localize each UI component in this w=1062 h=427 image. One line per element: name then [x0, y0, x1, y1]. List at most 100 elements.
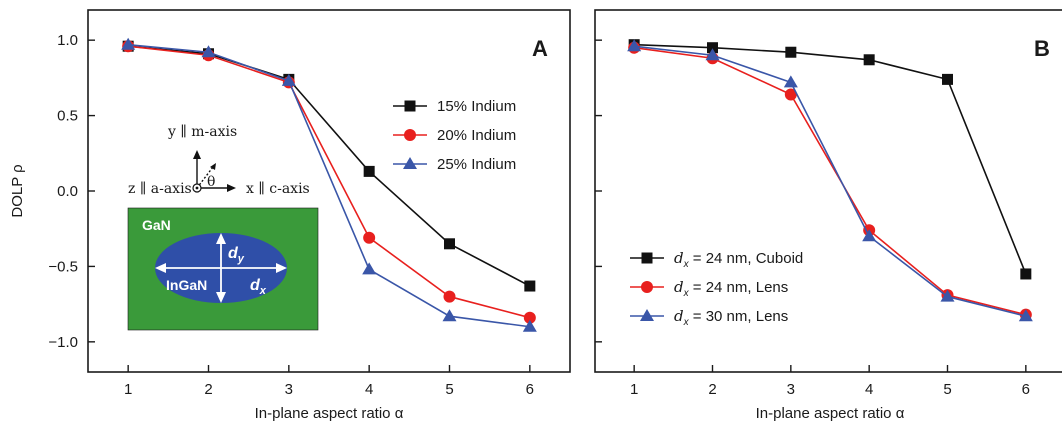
inset-theta-label: θ — [207, 174, 215, 190]
legend-label: 20% Indium — [437, 127, 516, 144]
inset-y-axis-label: y ∥ m-axis — [167, 124, 237, 140]
panel-a-legend: 15% Indium 20% Indium 25% Indium — [393, 98, 516, 173]
x-tick-label: 6 — [526, 381, 534, 398]
data-point — [522, 319, 537, 332]
data-point — [523, 311, 536, 324]
inset-dy-arrowhead-top — [216, 233, 226, 244]
data-point — [783, 75, 798, 88]
inset-theta-arrowhead — [210, 163, 216, 170]
data-point — [524, 280, 536, 292]
inset-z-symbol-inner — [195, 186, 199, 190]
inset-dy-subscript: y — [237, 253, 245, 265]
data-point — [785, 46, 797, 58]
x-tick-label: 2 — [204, 381, 212, 398]
panel-b-series — [627, 39, 1033, 322]
legend-rest: = 30 nm, Lens — [689, 308, 789, 325]
legend-marker — [404, 100, 416, 112]
y-tick-label: 0.5 — [57, 108, 78, 125]
y-tick-label: 0.0 — [57, 183, 78, 200]
y-tick-label: 1.0 — [57, 32, 78, 49]
panel-b-letter: B — [1034, 36, 1050, 61]
data-point — [862, 229, 877, 242]
data-point — [707, 42, 718, 54]
data-point — [121, 37, 136, 50]
legend-rest: = 24 nm, Lens — [689, 279, 789, 296]
data-point — [1018, 309, 1033, 322]
series-line-2 — [128, 45, 531, 319]
legend-label: dx = 30 nm, Lens — [674, 307, 788, 328]
inset-crystal-axes: θ y ∥ m-axis z ∥ a-axis x ∥ c-axis — [128, 124, 310, 197]
data-point — [363, 165, 375, 177]
panel-a: A 1 2 3 4 5 6 1.0 0.5 0.0 −0.5 −1.0 DOLP ρ In-plan… — [9, 9, 571, 422]
series-line-2 — [634, 46, 1027, 316]
legend-var-sub: x — [683, 317, 690, 328]
legend-var-sub: x — [683, 259, 690, 270]
series-line-3 — [634, 45, 1027, 317]
legend-var: d — [674, 249, 684, 267]
inset-dy-arrowhead-bottom — [216, 292, 226, 303]
inset-gan-label: GaN — [142, 217, 171, 233]
panel-a-letter: A — [532, 36, 548, 61]
data-point — [942, 73, 953, 85]
inset-dx-subscript: x — [259, 285, 267, 297]
panel-a-tick-labels: 1 2 3 4 5 6 1.0 0.5 0.0 −0.5 −1.0 — [48, 32, 534, 398]
series-line-1 — [128, 45, 531, 287]
legend-var: d — [674, 307, 684, 325]
panel-a-series — [121, 37, 537, 332]
inset-x-arrowhead — [227, 184, 236, 192]
inset-dx-arrowhead-right — [276, 263, 287, 273]
x-tick-label: 2 — [708, 381, 716, 398]
inset-y-arrowhead — [193, 150, 201, 159]
legend-marker — [403, 157, 417, 169]
panel-b-ticks — [595, 39, 1027, 372]
y-tick-label: −1.0 — [48, 334, 78, 351]
data-point — [442, 309, 457, 322]
inset-quantum-dot-schematic: GaN InGaN dy dx — [127, 207, 319, 331]
x-tick-label: 3 — [285, 381, 293, 398]
x-tick-label: 6 — [1022, 381, 1030, 398]
x-tick-label: 5 — [943, 381, 951, 398]
legend-marker — [640, 309, 654, 321]
data-point — [627, 39, 642, 52]
inset-dx-letter: d — [250, 277, 261, 294]
legend-marker — [641, 252, 653, 264]
legend-label: 15% Indium — [437, 98, 516, 115]
inset-x-axis-label: x ∥ c-axis — [246, 181, 310, 197]
x-tick-label: 4 — [865, 381, 873, 398]
y-tick-label: −0.5 — [48, 258, 78, 275]
x-tick-label: 3 — [787, 381, 795, 398]
legend-var-sub: x — [683, 288, 690, 299]
legend-marker — [641, 281, 653, 293]
legend-label: dx = 24 nm, Cuboid — [674, 249, 803, 270]
data-point — [863, 54, 875, 66]
inset-dy-letter: d — [228, 245, 239, 262]
data-point — [705, 48, 720, 61]
x-tick-label: 1 — [630, 381, 638, 398]
legend-rest: = 24 nm, Cuboid — [689, 250, 804, 267]
legend-marker — [404, 129, 416, 141]
legend-label: dx = 24 nm, Lens — [674, 278, 788, 299]
series-line-3 — [128, 43, 530, 328]
panel-a-x-axis-label: In-plane aspect ratio α — [255, 405, 404, 422]
inset-dy-label: dy — [228, 245, 245, 265]
data-point — [940, 289, 955, 302]
data-point — [444, 238, 455, 250]
data-point — [363, 231, 376, 244]
data-point — [1020, 268, 1032, 280]
inset-dx-label: dx — [250, 277, 267, 297]
panel-b-tick-labels: 1 2 3 4 5 6 — [630, 381, 1030, 398]
inset-z-axis-label: z ∥ a-axis — [128, 181, 192, 197]
data-point — [362, 262, 377, 275]
x-tick-label: 1 — [124, 381, 132, 398]
panel-a-ticks — [88, 39, 531, 372]
panel-b-x-axis-label: In-plane aspect ratio α — [756, 405, 905, 422]
x-tick-label: 5 — [445, 381, 453, 398]
legend-label: 25% Indium — [437, 156, 516, 173]
data-point — [201, 45, 216, 58]
inset-dx-arrowhead-left — [155, 263, 166, 273]
inset-ingan-label: InGaN — [166, 277, 207, 293]
data-point — [281, 73, 296, 86]
